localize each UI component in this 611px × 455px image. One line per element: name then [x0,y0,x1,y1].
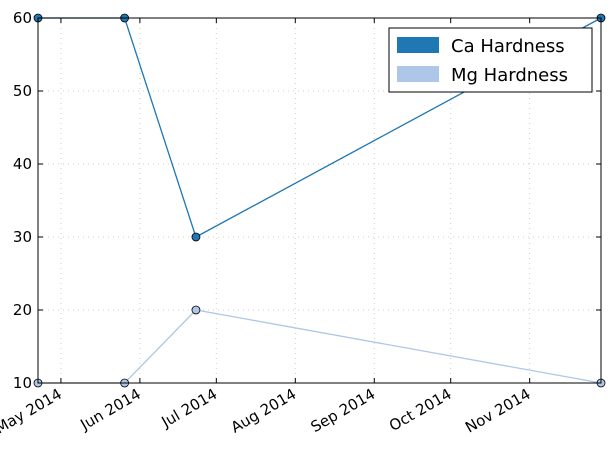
x-tick-label: Jul 2014 [158,385,221,432]
y-tick-label: 60 [13,9,32,27]
y-tick-label: 20 [13,301,32,319]
x-tick-label: Aug 2014 [228,385,300,437]
plot-frame [37,17,602,384]
y-tick-label: 10 [13,374,32,392]
y-tick-label: 30 [13,228,32,246]
x-tick-label: Oct 2014 [386,385,455,435]
x-tick-label: Sep 2014 [308,385,379,436]
y-tick-label: 50 [13,82,32,100]
x-tick-label: Jun 2014 [77,385,144,434]
data-point [191,232,201,242]
x-tick-label: May 2014 [0,385,65,438]
x-tick-label: Nov 2014 [462,385,534,437]
legend-swatch [397,66,439,82]
y-tick-label: 40 [13,155,32,173]
legend-label: Ca Hardness [451,36,565,57]
legend-swatch [397,37,439,53]
legend-label: Mg Hardness [451,65,568,86]
series-line-2 [38,309,602,384]
data-point [191,305,201,315]
legend: Ca Hardness Mg Hardness [388,27,593,93]
